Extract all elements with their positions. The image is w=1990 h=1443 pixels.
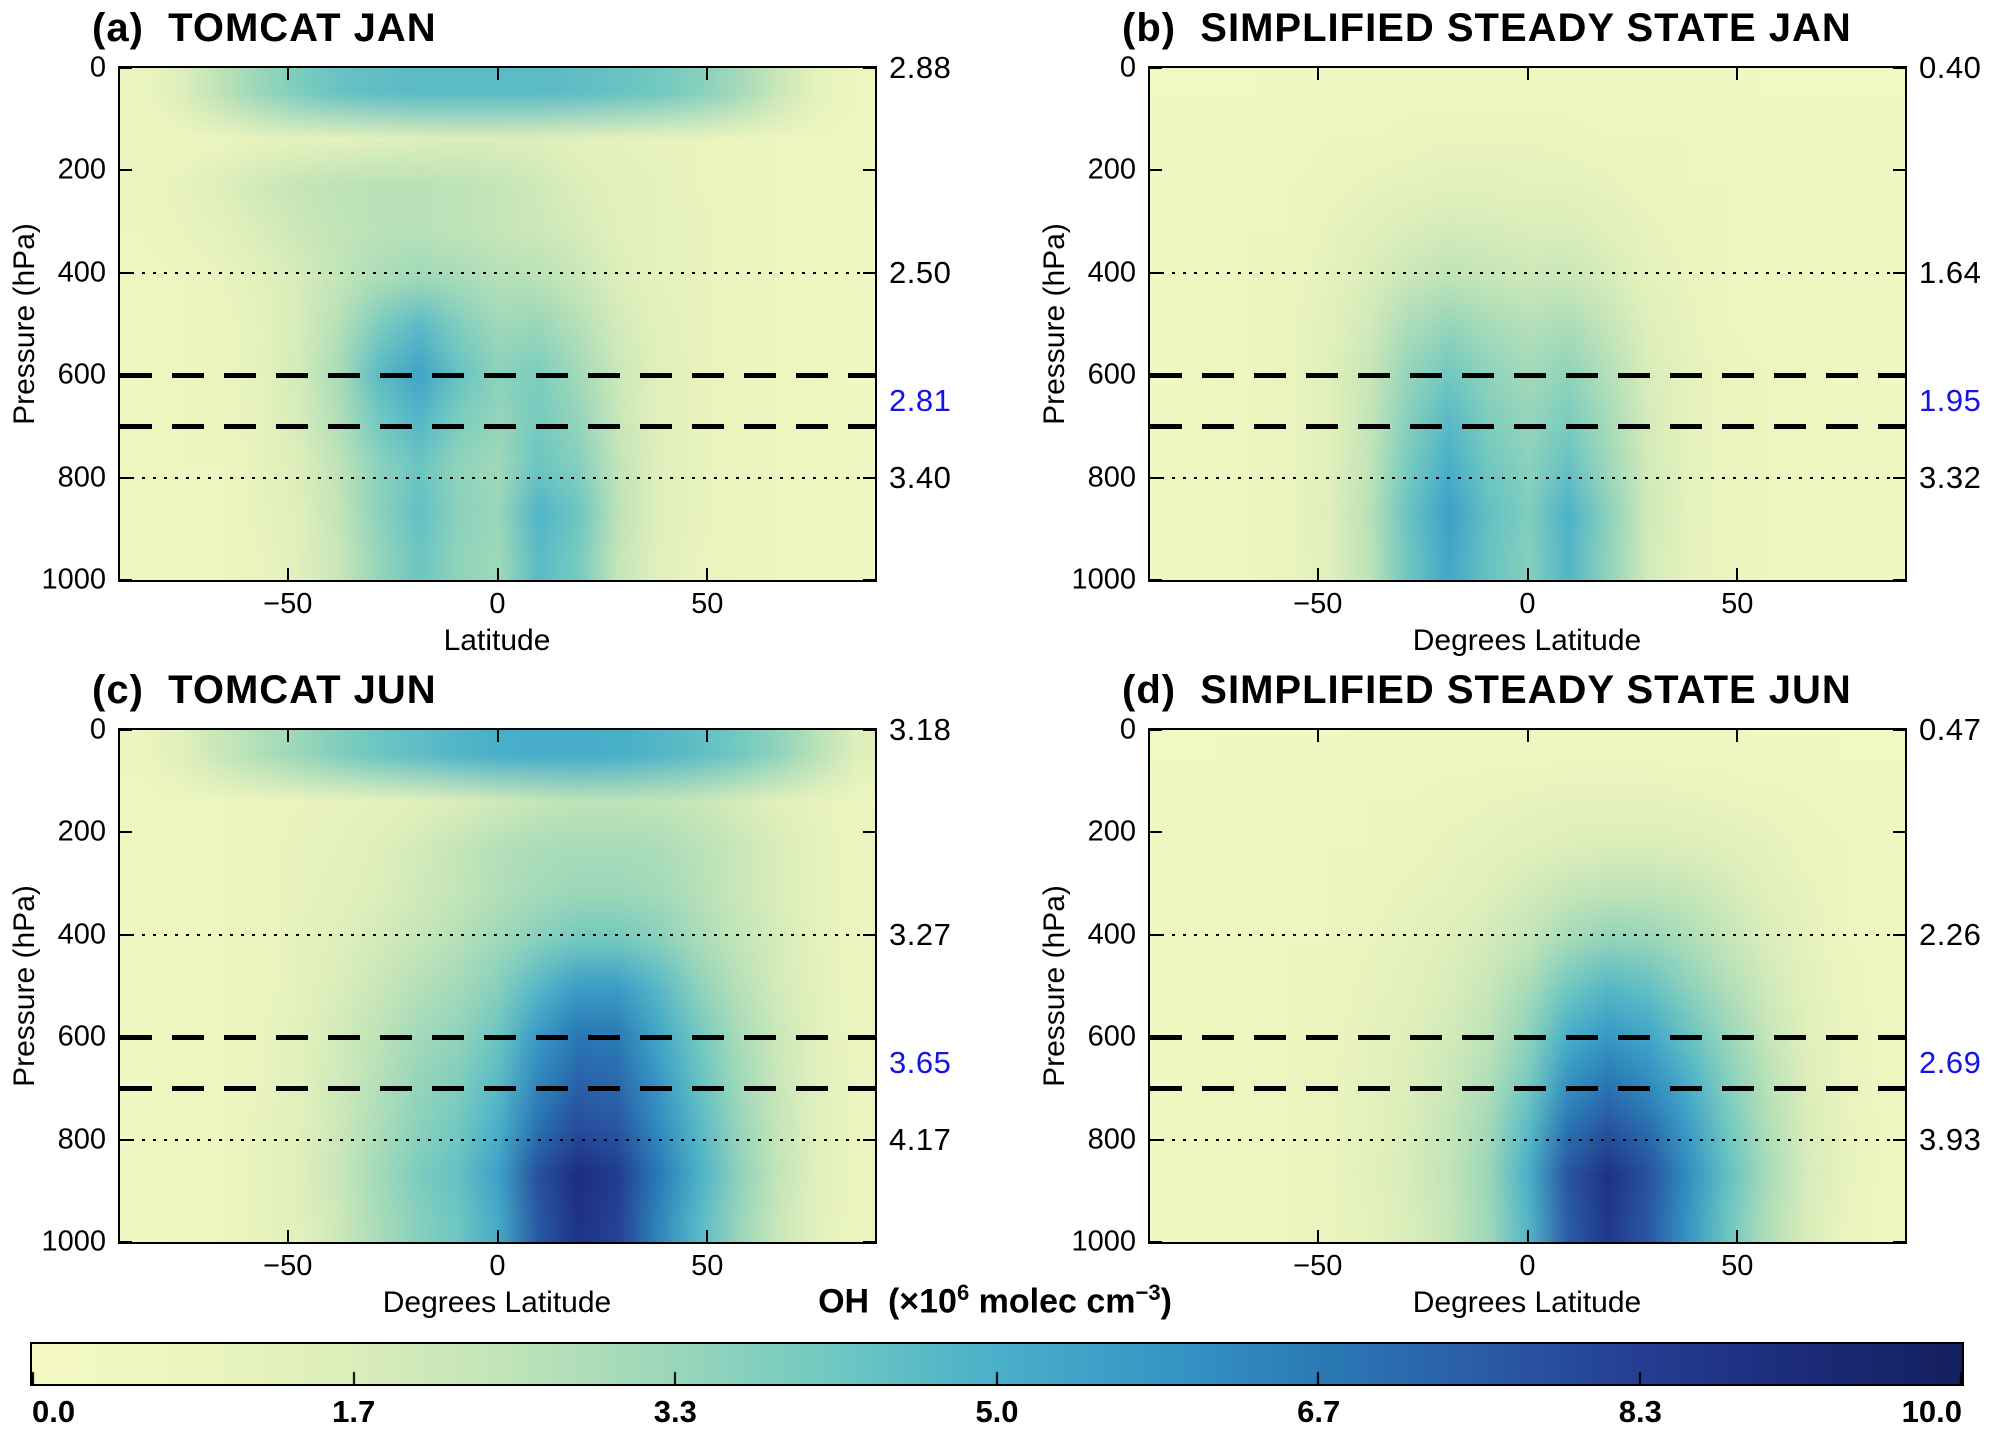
x-tick-label: 0 [489,1250,506,1282]
level-mean-value: 0.40 [1919,50,1982,85]
level-mean-value: 2.69 [1919,1044,1982,1080]
level-mean-value: 2.50 [889,254,952,290]
y-tick-label: 800 [1087,1123,1136,1156]
heatmap-canvas [1150,730,1905,1242]
level-mean-value: 1.64 [1919,254,1982,290]
level-mean-value: 3.65 [889,1044,952,1080]
y-tick-label: 400 [57,918,106,951]
y-tick-label: 400 [1087,256,1136,289]
level-mean-value: 3.18 [889,712,952,747]
y-tick-label: 0 [1119,713,1136,746]
x-tick-label: −50 [1293,588,1343,620]
y-tick-label: 600 [1087,1020,1136,1053]
y-tick-label: 600 [57,358,106,391]
level-mean-value: 3.93 [1919,1121,1982,1157]
x-tick-label: 0 [1519,1250,1536,1282]
y-tick-label: 0 [89,51,106,84]
colorbar-tick-label: 6.7 [1297,1394,1341,1429]
colorbar-tick-label: 5.0 [975,1394,1019,1429]
colorbar-tick-label: 1.7 [332,1394,376,1429]
x-axis-label: Degrees Latitude [1412,624,1642,657]
colorbar-title-exponent: 6 [956,1280,970,1305]
x-tick-label: −50 [1293,1250,1343,1282]
level-mean-value: 2.26 [1919,916,1982,952]
x-axis-label: Degrees Latitude [1412,1286,1642,1319]
y-tick-label: 200 [57,153,106,186]
y-tick-label: 800 [57,1123,106,1156]
x-tick-label: 50 [1721,1250,1754,1282]
panel-tomcat-jan: (a) TOMCAT JAN Pressure (hPa) Latitude −… [8,6,951,657]
y-tick-label: 1000 [1071,1225,1136,1258]
colorbar-tick-label: 8.3 [1618,1394,1662,1429]
heatmap-canvas [1150,68,1905,580]
y-axis-label: Pressure (hPa) [1038,223,1071,425]
y-axis-label: Pressure (hPa) [8,885,41,1087]
heatmap-plot [118,728,877,1244]
level-mean-value: 3.32 [1919,459,1982,495]
x-tick-label: −50 [263,1250,313,1282]
heatmap-plot [1148,66,1907,582]
y-tick-label: 800 [57,461,106,494]
y-tick-label: 1000 [41,1225,106,1258]
y-tick-label: 200 [1087,153,1136,186]
colorbar-tick-label: 3.3 [653,1394,697,1429]
colorbar-title-text: OH (×10 [818,1282,957,1321]
panel-title: (d) SIMPLIFIED STEADY STATE JUN [1122,668,1852,712]
colorbar-title-text: molec cm [969,1282,1136,1321]
y-tick-label: 1000 [41,563,106,596]
x-tick-label: 50 [1721,588,1754,620]
colorbar-title-text: ) [1160,1282,1172,1321]
y-tick-label: 0 [1119,51,1136,84]
y-tick-label: 600 [1087,358,1136,391]
level-mean-value: 4.17 [889,1121,952,1157]
heatmap-plot [118,66,877,582]
panel-title: (a) TOMCAT JAN [92,6,437,50]
x-tick-label: 0 [1519,588,1536,620]
colorbar-gradient [32,1344,1962,1384]
y-tick-label: 0 [89,713,106,746]
y-tick-label: 200 [1087,815,1136,848]
x-axis-label: Latitude [443,624,551,657]
x-tick-label: 0 [489,588,506,620]
panel-title: (c) TOMCAT JUN [92,668,437,712]
panel-steady-state-jun: (d) SIMPLIFIED STEADY STATE JUN Pressure… [1038,668,1981,1319]
y-tick-label: 600 [57,1020,106,1053]
x-tick-label: −50 [263,588,313,620]
colorbar-title-exponent: −3 [1135,1280,1161,1305]
x-axis-label: Degrees Latitude [382,1286,612,1319]
colorbar-tick-label: 0.0 [32,1394,76,1429]
panel-steady-state-jan: (b) SIMPLIFIED STEADY STATE JAN Pressure… [1038,6,1981,657]
heatmap-canvas [120,730,875,1242]
y-tick-label: 400 [57,256,106,289]
heatmap-canvas [120,68,875,580]
level-mean-value: 1.95 [1919,382,1982,418]
y-tick-label: 200 [57,815,106,848]
level-mean-value: 2.81 [889,382,952,418]
x-tick-label: 50 [691,588,724,620]
level-mean-value: 0.47 [1919,712,1982,747]
panel-tomcat-jun: (c) TOMCAT JUN Pressure (hPa) Degrees La… [8,668,951,1319]
y-axis-label: Pressure (hPa) [1038,885,1071,1087]
y-tick-label: 1000 [1071,563,1136,596]
level-mean-value: 3.40 [889,459,952,495]
heatmap-plot [1148,728,1907,1244]
colorbar-tick-labels: 0.0 1.7 3.3 5.0 6.7 8.3 10.0 [32,1394,1962,1430]
y-tick-label: 800 [1087,461,1136,494]
colorbar-tick-label: 10.0 [1901,1394,1962,1429]
colorbar [30,1342,1964,1386]
x-tick-label: 50 [691,1250,724,1282]
y-tick-label: 400 [1087,918,1136,951]
level-mean-value: 3.27 [889,916,952,952]
level-mean-value: 2.88 [889,50,952,85]
colorbar-title: OH (×106 molec cm−3) [818,1280,1172,1321]
panel-title: (b) SIMPLIFIED STEADY STATE JAN [1122,6,1852,50]
y-axis-label: Pressure (hPa) [8,223,41,425]
